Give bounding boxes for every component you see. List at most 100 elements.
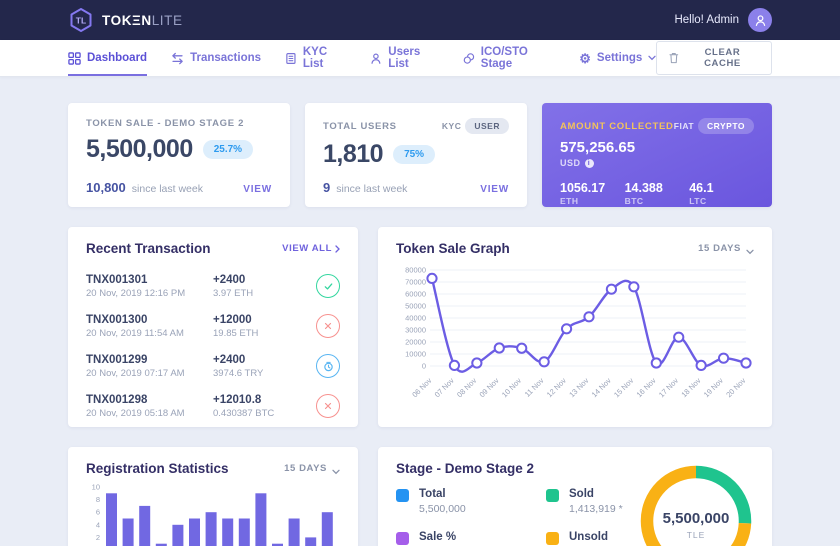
transaction-crypto-amount: 0.430387 BTC [213,407,275,419]
chevron-down-icon [332,469,340,474]
token-sale-percent-badge: 25.7% [202,140,254,159]
toggle-fiat[interactable]: FIAT [673,121,695,131]
svg-text:70000: 70000 [405,278,426,287]
clear-cache-button[interactable]: CLEAR CACHE [656,41,772,75]
coins-icon [463,52,475,64]
svg-text:6: 6 [96,508,100,517]
stage-legend: Total 5,500,000 Sold 1,413,919 * Sale % [396,488,754,546]
total-users-title: TOTAL USERS [323,120,397,132]
chevron-down-icon [746,249,754,254]
total-users-card: TOTAL USERS KYC USER 1,810 75% 9 since l… [305,103,527,207]
status-success-icon [316,274,340,298]
gear-icon: ⚙ [579,50,591,66]
legend-swatch-total [396,489,409,502]
view-all-link[interactable]: VIEW ALL [282,243,340,254]
nav-item-ico-sto-stage[interactable]: ICO/STO Stage [463,40,555,76]
svg-text:10000: 10000 [405,350,426,359]
nav-item-kyc-list[interactable]: KYC List [285,40,346,76]
brand: TL TOKΞNLITE [68,7,183,33]
legend-swatch-sale-percent [396,532,409,545]
chevron-right-icon [335,244,340,253]
transaction-id: TNX001299 [86,353,148,366]
legend-value: 5,500,000 [419,503,466,515]
total-users-delta-caption: since last week [336,183,408,195]
legend-swatch-unsold [546,532,559,545]
registration-statistics-title: Registration Statistics [86,461,229,476]
transaction-date: 20 Nov, 2019 05:18 AM [86,407,185,419]
nav-item-dashboard[interactable]: Dashboard [68,40,148,76]
transaction-crypto-amount: 3.97 ETH [213,287,254,299]
svg-text:80000: 80000 [405,266,426,275]
transaction-crypto-amount: 3974.6 TRY [213,367,264,379]
nav-item-settings[interactable]: ⚙ Settings [579,40,656,76]
legend-total: Total 5,500,000 [396,488,546,515]
status-pending-icon [316,354,340,378]
svg-text:13 Nov: 13 Nov [567,376,590,399]
svg-text:30000: 30000 [405,326,426,335]
svg-text:17 Nov: 17 Nov [657,376,680,399]
eth-value: 1056.17 [560,181,606,195]
dashboard-grid-icon [68,51,81,65]
svg-text:20 Nov: 20 Nov [724,376,747,399]
tokenlite-logo-icon: TL [70,8,92,32]
nav-label: Users List [388,46,421,70]
svg-text:16 Nov: 16 Nov [635,376,658,399]
transaction-date: 20 Nov, 2019 12:16 PM [86,287,186,299]
token-sale-view-link[interactable]: VIEW [243,184,272,195]
svg-text:50000: 50000 [405,302,426,311]
svg-text:18 Nov: 18 Nov [679,376,702,399]
total-users-view-link[interactable]: VIEW [480,184,509,195]
nav-item-transactions[interactable]: Transactions [171,40,261,76]
bar-chart-period-dropdown[interactable]: 15 DAYS [284,463,340,475]
chevron-down-icon [648,55,656,61]
legend-label: Unsold [569,531,608,543]
transaction-crypto-amount: 19.85 ETH [213,327,259,339]
svg-text:06 Nov: 06 Nov [410,376,433,399]
greeting-text: Hello! Admin [674,14,739,26]
amount-collected-title: AMOUNT COLLECTED [560,120,674,132]
amount-collected-value: 575,256.65 [560,139,636,156]
svg-text:11 Nov: 11 Nov [523,376,546,399]
line-chart-period-dropdown[interactable]: 15 DAYS [698,243,754,255]
kyc-list-icon [286,52,296,64]
transaction-amount: +2400 [213,353,246,366]
clear-cache-label: CLEAR CACHE [704,47,741,69]
svg-text:TLE: TLE [687,530,706,540]
nav-label: Dashboard [87,52,148,64]
nav-label: KYC List [302,46,328,70]
toggle-kyc[interactable]: KYC [441,121,462,131]
toggle-user[interactable]: USER [465,118,509,134]
btc-value: 14.388 [624,181,663,195]
total-users-delta: 9 [323,180,331,195]
transaction-row[interactable]: TNX001300 20 Nov, 2019 11:54 AM +12000 1… [86,306,340,346]
fiat-crypto-toggle: FIAT CRYPTO [674,118,754,134]
brand-secondary: LITE [151,12,183,28]
svg-text:10 Nov: 10 Nov [500,376,523,399]
svg-text:2: 2 [96,533,100,542]
avatar[interactable] [748,8,772,32]
toggle-crypto[interactable]: CRYPTO [698,118,754,134]
token-sale-card: TOKEN SALE - DEMO STAGE 2 5,500,000 25.7… [68,103,290,207]
nav-item-users-list[interactable]: Users List [370,40,438,76]
svg-text:19 Nov: 19 Nov [702,376,725,399]
transaction-amount: +12010.8 [213,393,262,406]
stage-card: Stage - Demo Stage 2 Total 5,500,000 Sol… [378,447,772,546]
nav-label: ICO/STO Stage [480,46,528,70]
view-all-label: VIEW ALL [282,243,332,254]
registration-bar-chart: 2 4 6 8 10 [92,483,333,546]
transaction-row[interactable]: TNX001299 20 Nov, 2019 07:17 AM +2400 39… [86,346,340,386]
ltc-label: LTC [689,196,707,206]
info-icon[interactable] [584,158,594,168]
token-sale-value: 5,500,000 [86,135,193,163]
transactions-arrows-icon [172,52,183,64]
transaction-date: 20 Nov, 2019 11:54 AM [86,327,184,339]
transaction-row[interactable]: TNX001301 20 Nov, 2019 12:16 PM +2400 3.… [86,266,340,306]
nav-label: Settings [596,52,643,64]
svg-text:12 Nov: 12 Nov [545,376,568,399]
svg-text:09 Nov: 09 Nov [478,376,501,399]
legend-label: Total [419,488,446,500]
token-sale-graph-title: Token Sale Graph [396,241,510,256]
transaction-row[interactable]: TNX001298 20 Nov, 2019 05:18 AM +12010.8… [86,386,340,426]
total-users-value: 1,810 [323,140,384,168]
transaction-id: TNX001298 [86,393,148,406]
